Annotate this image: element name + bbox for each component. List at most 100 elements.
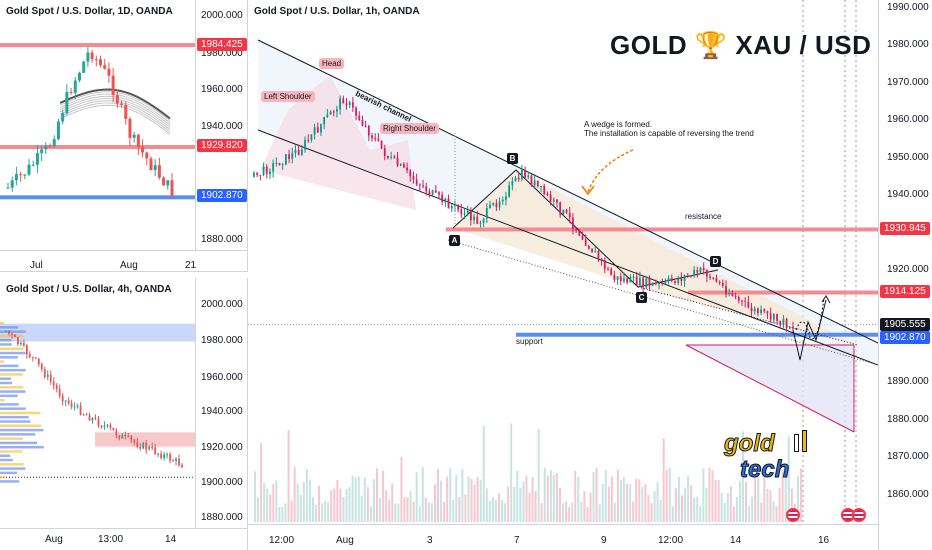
volume-bar [796, 476, 799, 522]
candle-body [393, 156, 396, 158]
forecast-dashed [795, 297, 825, 340]
main-x-tick: 12:00 [658, 535, 684, 546]
candle-body [466, 210, 469, 214]
candle-body [281, 164, 284, 166]
volume-bar [455, 475, 458, 522]
candle-body [136, 442, 139, 447]
candle-body [22, 343, 25, 346]
volume-bar [394, 503, 397, 522]
candle-body [396, 157, 399, 166]
candle-body [132, 134, 136, 138]
candle-body [463, 213, 466, 215]
main-x-tick: Aug [336, 535, 354, 546]
candle-body [769, 313, 772, 320]
main-shapes [257, 39, 878, 433]
candle-body [734, 295, 737, 297]
main-y-tick: 1970.000 [887, 77, 929, 88]
main-panel[interactable]: Gold Spot / U.S. Dollar, 1h, OANDA GOLD … [248, 0, 932, 550]
candle-body [259, 174, 262, 176]
volume-bar [409, 491, 412, 522]
candle-body [597, 251, 600, 259]
candle-body [418, 184, 421, 186]
daily-x-axis[interactable]: Jul Aug 21 [0, 250, 248, 272]
volume-bar [595, 468, 598, 522]
main-tag-level2: 1914.125 [880, 285, 930, 298]
h4-profile-bar [0, 360, 5, 363]
volume-bar [656, 482, 659, 522]
candle-body [517, 177, 520, 180]
candle-body [476, 216, 479, 224]
volume-bar [534, 491, 537, 522]
wedge-arrow-head-icon [581, 185, 595, 196]
h4-profile-bar [0, 398, 5, 402]
candle-body [438, 192, 440, 195]
candle-body [594, 251, 597, 253]
volume-bar [681, 495, 683, 522]
main-volume [254, 423, 802, 522]
h4-profile-bar [0, 445, 44, 449]
main-x-tick: 16 [818, 535, 830, 546]
candle-body [181, 465, 183, 468]
h4-profile-bar [0, 407, 26, 410]
volume-bar [735, 497, 738, 522]
h4-panel[interactable]: Gold Spot / U.S. Dollar, 4h, OANDA 2000.… [0, 278, 248, 550]
candle-body [358, 115, 361, 121]
volume-bar [717, 479, 720, 522]
candle-body [409, 170, 412, 177]
h4-y-axis[interactable]: 2000.000 1980.000 1960.000 1940.000 1920… [195, 278, 248, 528]
candle-body [530, 175, 533, 186]
candle-body [651, 282, 654, 286]
main-y-tick: 1990.000 [887, 2, 929, 13]
candle-body [600, 258, 603, 261]
candle-body [670, 278, 673, 282]
candle-body [779, 320, 782, 325]
point-c: C [636, 292, 647, 303]
candle-body [501, 199, 504, 202]
h4-profile-bar [0, 428, 44, 432]
candle-body [374, 138, 377, 140]
candle-body [568, 212, 571, 218]
candle-body [498, 201, 501, 208]
candle-body [73, 80, 77, 93]
candle-body [623, 278, 625, 282]
candle-body [709, 276, 711, 278]
candle-body [127, 435, 130, 437]
candle-body [450, 205, 453, 209]
us-flag-icon[interactable] [786, 508, 800, 522]
daily-panel[interactable]: Gold Spot / U.S. Dollar, 1D, OANDA 2000.… [0, 0, 248, 272]
volume-bar [519, 487, 522, 522]
main-y-tick: 1920.000 [887, 264, 929, 275]
wedge-lower [637, 286, 859, 346]
candle-body [584, 239, 587, 246]
volume-bar [699, 505, 702, 522]
daily-y-axis[interactable]: 2000.000 1980.000 1960.000 1940.000 1880… [195, 0, 248, 250]
h4-x-tick: 13:00 [98, 534, 124, 545]
candle-body [782, 318, 785, 325]
volume-bar [586, 506, 589, 522]
volume-bar [665, 469, 668, 522]
volume-bar [363, 478, 366, 522]
main-x-axis[interactable]: 12:00 Aug 3 7 9 12:00 14 16 [248, 524, 878, 550]
candle-body [383, 148, 386, 156]
candle-body [79, 405, 82, 415]
candle-body [772, 314, 775, 320]
volume-bar [476, 476, 479, 522]
h4-x-axis[interactable]: Aug 13:00 14 [0, 528, 248, 550]
candle-body [44, 145, 48, 150]
volume-bar [266, 488, 269, 522]
candle-body [763, 309, 766, 312]
volume-bar [671, 506, 674, 522]
us-flag-icon[interactable] [852, 508, 866, 522]
candle-body [20, 343, 22, 345]
candle-body [27, 164, 31, 175]
main-y-axis[interactable]: 1990.000 1980.000 1970.000 1960.000 1950… [878, 0, 932, 550]
main-tag-current: 1905.555 [880, 318, 930, 331]
candle-body [170, 180, 174, 197]
candle-body [757, 308, 759, 314]
volume-bar [327, 502, 330, 522]
candle-body [163, 454, 166, 459]
volume-bar [287, 430, 290, 522]
candle-body [345, 103, 348, 106]
candle-body [169, 454, 171, 461]
h4-y-tick: 1980.000 [201, 335, 243, 346]
